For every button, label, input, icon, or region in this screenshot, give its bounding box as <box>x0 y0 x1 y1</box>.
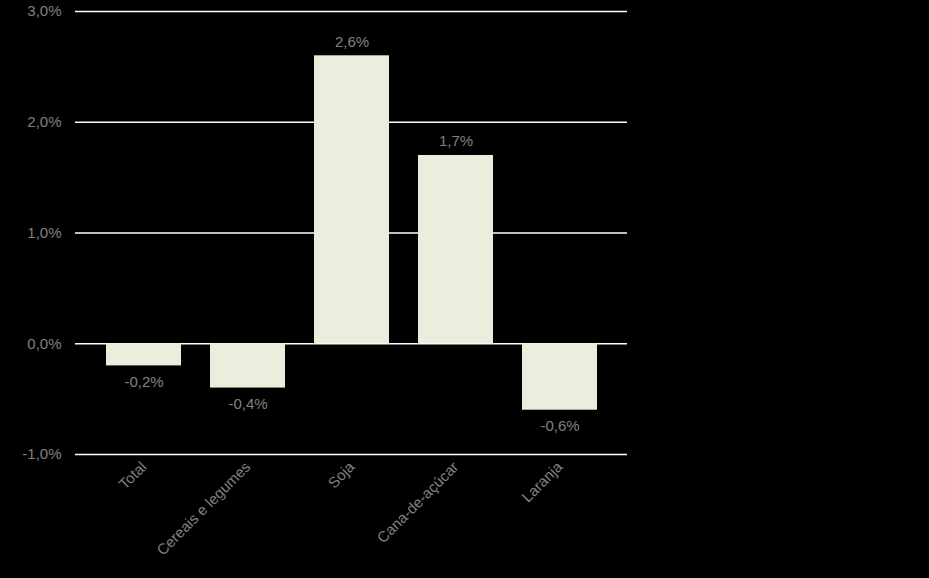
svg-text:Cereais e legumes: Cereais e legumes <box>153 458 253 558</box>
svg-text:1,0%: 1,0% <box>27 224 61 241</box>
svg-text:-0,4%: -0,4% <box>228 395 267 412</box>
svg-text:1,7%: 1,7% <box>439 132 473 149</box>
svg-text:Cana-de-açúcar: Cana-de-açúcar <box>373 458 461 546</box>
svg-text:-0,2%: -0,2% <box>124 373 163 390</box>
svg-text:-0,6%: -0,6% <box>540 417 579 434</box>
svg-text:2,6%: 2,6% <box>335 33 369 50</box>
svg-text:Laranja: Laranja <box>518 458 566 506</box>
svg-text:Soja: Soja <box>324 458 358 492</box>
svg-text:0,0%: 0,0% <box>27 335 61 352</box>
svg-text:2,0%: 2,0% <box>27 113 61 130</box>
svg-text:Total: Total <box>115 458 149 492</box>
svg-text:3,0%: 3,0% <box>27 2 61 19</box>
svg-text:-1,0%: -1,0% <box>22 445 61 462</box>
